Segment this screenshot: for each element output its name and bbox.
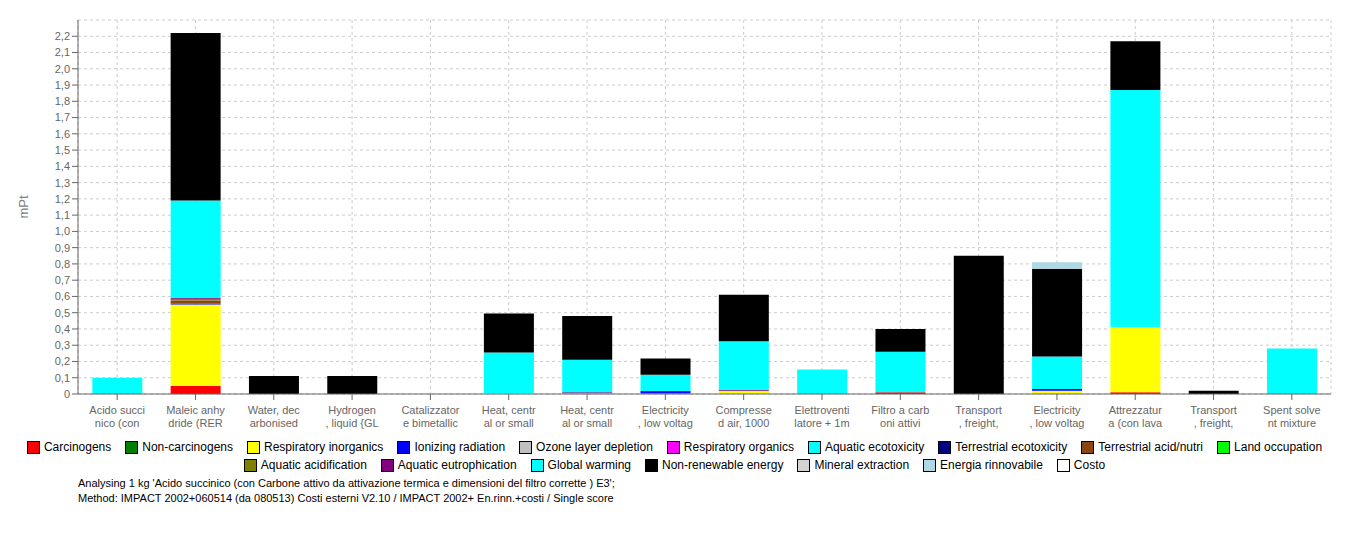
html-text:Terrestrial acid/nutri: Terrestrial acid/nutri: [1098, 440, 1203, 454]
html-text:Respiratory inorganics: Respiratory inorganics: [264, 440, 384, 454]
svg-text:Transport, freight,: Transport, freight,: [1190, 404, 1237, 429]
svg-text:1,3: 1,3: [55, 177, 70, 189]
svg-text:1,5: 1,5: [55, 144, 70, 156]
svg-text:Maleic anhydride (RER: Maleic anhydride (RER: [166, 404, 225, 429]
html-text:Global warming: Global warming: [547, 458, 631, 472]
svg-text:1,9: 1,9: [55, 79, 70, 91]
svg-text:0,3: 0,3: [55, 339, 70, 351]
svg-text:1,4: 1,4: [55, 160, 70, 172]
html-text:Mineral extraction: Mineral extraction: [814, 458, 910, 472]
html-text:Terrestrial ecotoxicity: Terrestrial ecotoxicity: [955, 440, 1068, 454]
svg-text:Catalizzatore bimetallic: Catalizzatore bimetallic: [401, 404, 459, 429]
svg-text:1,6: 1,6: [55, 128, 70, 140]
html-text:Ozone layer depletion: Ozone layer depletion: [536, 440, 653, 454]
html-text:Analysing 1 kg 'Acido succinic: Analysing 1 kg 'Acido succinico (con Car…: [78, 477, 615, 489]
svg-text:Elettroventilatore + 1m: Elettroventilatore + 1m: [794, 404, 849, 429]
html-text:Non-renewable energy: Non-renewable energy: [662, 458, 784, 472]
svg-text:Electricity, low voltag: Electricity, low voltag: [1029, 404, 1084, 429]
html-text:Ionizing radiation: Ionizing radiation: [414, 440, 506, 454]
svg-text:Electricity, low voltag: Electricity, low voltag: [638, 404, 693, 429]
svg-text:0,6: 0,6: [55, 290, 70, 302]
svg-text:0: 0: [64, 388, 70, 400]
svg-text:1,0: 1,0: [55, 225, 70, 237]
svg-text:0,2: 0,2: [55, 355, 70, 367]
html-text:Aquatic ecotoxicity: Aquatic ecotoxicity: [824, 440, 925, 454]
html-text:Aquatic acidification: Aquatic acidification: [260, 458, 367, 472]
svg-text:0,7: 0,7: [55, 274, 70, 286]
html-text:Aquatic eutrophication: Aquatic eutrophication: [397, 458, 517, 472]
svg-text:Attrezzatura (con lava: Attrezzatura (con lava: [1108, 404, 1163, 429]
svg-text:mPt: mPt: [16, 195, 31, 219]
svg-text:0,1: 0,1: [55, 372, 70, 384]
html-text:Energia rinnovabile: Energia rinnovabile: [940, 458, 1043, 472]
svg-text:1,1: 1,1: [55, 209, 70, 221]
svg-text:Heat, central or small: Heat, central or small: [482, 404, 536, 429]
svg-text:0,8: 0,8: [55, 258, 70, 270]
svg-text:Filtro a carboni attivi: Filtro a carboni attivi: [871, 404, 929, 429]
svg-text:2,2: 2,2: [55, 30, 70, 42]
svg-text:Transport, freight,: Transport, freight,: [955, 404, 1002, 429]
svg-text:Water, decarbonised: Water, decarbonised: [248, 404, 301, 429]
svg-text:Heat, central or small: Heat, central or small: [560, 404, 614, 429]
html-text:Land occupation: Land occupation: [1234, 440, 1323, 454]
svg-text:Spent solvent mixture: Spent solvent mixture: [1263, 404, 1320, 429]
svg-text:Acido succinico (con: Acido succinico (con: [89, 404, 145, 429]
html-text:Method: IMPACT 2002+060514 (da: Method: IMPACT 2002+060514 (da 080513) C…: [78, 492, 614, 504]
svg-text:1,2: 1,2: [55, 193, 70, 205]
svg-text:Compressed air, 1000: Compressed air, 1000: [716, 404, 772, 429]
svg-text:Hydrogen, liquid {GL: Hydrogen, liquid {GL: [325, 404, 378, 429]
svg-text:2,1: 2,1: [55, 46, 70, 58]
svg-text:1,8: 1,8: [55, 95, 70, 107]
html-text:Respiratory organics: Respiratory organics: [683, 440, 794, 454]
svg-text:0,9: 0,9: [55, 242, 70, 254]
html-text:Non-carcinogens: Non-carcinogens: [142, 440, 233, 454]
svg-text:0,5: 0,5: [55, 307, 70, 319]
svg-text:2,0: 2,0: [55, 63, 70, 75]
svg-text:1,7: 1,7: [55, 111, 70, 123]
html-text:Costo: Costo: [1073, 458, 1106, 472]
svg-text:0,4: 0,4: [55, 323, 70, 335]
html-text:Carcinogens: Carcinogens: [43, 440, 112, 454]
